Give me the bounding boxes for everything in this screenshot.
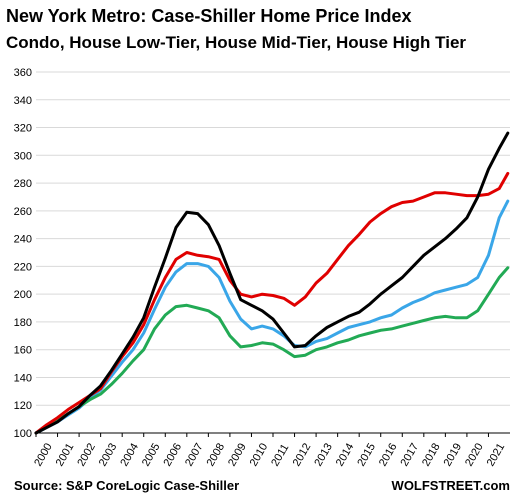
y-tick-label: 120 — [14, 400, 32, 412]
x-tick-label: 2013 — [312, 441, 335, 468]
x-tick-label: 2003 — [97, 441, 120, 468]
y-tick-label: 360 — [14, 67, 32, 79]
y-axis-ticks: 100 120 140 160 180 200 220 240 260 280 300 320 340 3… — [14, 67, 32, 440]
y-tick-label: 100 — [14, 428, 32, 440]
y-tick-label: 260 — [14, 206, 32, 218]
x-tick-label: 2001 — [54, 441, 77, 468]
x-tick-label: 2014 — [334, 441, 357, 468]
x-tick-label: 2010 — [248, 441, 271, 468]
brand-label: WOLFSTREET.com — [392, 478, 510, 493]
x-tick-label: 2007 — [183, 441, 206, 468]
x-tick-label: 2012 — [291, 441, 314, 468]
y-tick-label: 200 — [14, 289, 32, 301]
subtitle-low-tier: House Low-Tier — [69, 33, 197, 52]
x-tick-label: 2002 — [75, 441, 98, 468]
chart-subtitle: Condo, House Low-Tier, House Mid-Tier, H… — [6, 33, 466, 52]
series-lines — [34, 131, 510, 435]
x-tick-label: 2004 — [118, 441, 141, 468]
x-tick-label: 2008 — [205, 441, 228, 468]
y-tick-label: 160 — [14, 345, 32, 357]
y-tick-label: 300 — [14, 150, 32, 162]
y-tick-label: 240 — [14, 234, 32, 246]
subtitle-sep-2: , — [196, 33, 205, 52]
x-tick-label: 2019 — [442, 441, 465, 468]
y-tick-label: 180 — [14, 317, 32, 329]
subtitle-sep-1: , — [60, 33, 69, 52]
x-tick-label: 2000 — [32, 441, 55, 468]
subtitle-high-tier: House High Tier — [336, 33, 466, 52]
y-tick-label: 220 — [14, 261, 32, 273]
x-tick-label: 2005 — [140, 441, 163, 468]
x-tick-label: 2017 — [398, 441, 421, 468]
x-tick-label: 2021 — [485, 441, 508, 468]
x-tick-label: 2020 — [463, 441, 486, 468]
y-tick-label: 340 — [14, 95, 32, 107]
source-note: Source: S&P CoreLogic Case-Shiller — [14, 478, 239, 493]
subtitle-condo: Condo — [6, 33, 60, 52]
series-line-house-mid-tier — [34, 199, 510, 435]
grid-lines — [36, 71, 510, 406]
x-tick-label: 2011 — [269, 442, 291, 468]
y-tick-label: 280 — [14, 178, 32, 190]
series-line-condo — [34, 171, 510, 435]
x-tick-label: 2009 — [226, 441, 249, 468]
subtitle-sep-3: , — [327, 33, 336, 52]
series-line-house-high-tier — [34, 266, 510, 435]
x-tick-label: 2015 — [355, 441, 378, 468]
series-line-house-low-tier — [34, 131, 510, 435]
x-axis-ticks: 2000200120022003200420052006200720082009… — [32, 433, 507, 469]
x-tick-label: 2016 — [377, 441, 400, 468]
x-tick-label: 2006 — [161, 441, 184, 468]
y-tick-label: 140 — [14, 372, 32, 384]
x-tick-label: 2018 — [420, 441, 443, 468]
subtitle-mid-tier: House Mid-Tier — [205, 33, 328, 52]
chart-title: New York Metro: Case-Shiller Home Price … — [6, 6, 411, 26]
y-tick-label: 320 — [14, 123, 32, 135]
